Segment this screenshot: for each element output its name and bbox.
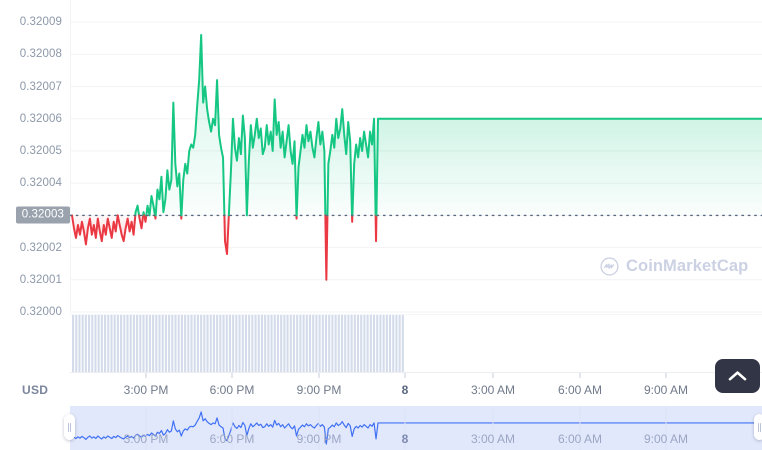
y-axis-tick-label: 0.32001 [19, 273, 62, 286]
price-line-down [116, 214, 137, 243]
y-axis-tick-label: 0.32008 [19, 48, 62, 61]
y-axis-tick-label: 0.32005 [19, 144, 62, 157]
price-line-up [326, 108, 354, 217]
price-chart-svg[interactable] [0, 0, 762, 378]
x-axis-tick-label: 3:00 PM [123, 383, 169, 397]
price-line-up [154, 101, 183, 217]
price-line-up [142, 211, 146, 217]
y-axis-tick-label: 0.32002 [19, 241, 62, 254]
navigator-handle-right[interactable] [754, 414, 762, 440]
price-line-up [351, 117, 377, 217]
y-axis-tick-label: 0.32009 [19, 16, 62, 29]
price-line-down [374, 214, 378, 243]
currency-label: USD [22, 383, 49, 397]
price-area-up [155, 102, 182, 216]
price-line-down [324, 214, 329, 281]
x-axis-tick-label: 3:00 AM [470, 383, 516, 397]
navigator-x-tick-label: 6:00 PM [209, 432, 255, 446]
current-price-badge: 0.32003 [15, 206, 70, 224]
price-area-up [181, 34, 225, 216]
navigator-x-tick-label: 9:00 PM [296, 432, 342, 446]
volume-bars [72, 315, 404, 372]
price-line-down [223, 214, 230, 256]
navigator-handle-left[interactable] [64, 414, 75, 440]
x-axis: USD 3:00 PM 6:00 PM 9:00 PM 8 3:00 AM 6:00 AM… [0, 378, 762, 406]
price-line-up [227, 98, 298, 217]
price-line-down [153, 214, 157, 220]
price-line-up [295, 120, 327, 217]
x-axis-tick-label: 9:00 AM [643, 383, 689, 397]
price-line-down [71, 214, 119, 246]
navigator-selection[interactable] [70, 406, 762, 450]
price-line-up [134, 204, 141, 217]
y-axis-tick-label: 0.32004 [19, 177, 62, 190]
price-line-down [143, 214, 148, 223]
y-axis: 0.32009 0.32008 0.32007 0.32006 0.32005 0.320… [0, 0, 70, 378]
navigator-x-tick-label: 8 [401, 432, 409, 446]
scroll-to-top-button[interactable] [715, 359, 760, 393]
y-axis-tick-label: 0.32006 [19, 112, 62, 125]
y-axis-tick-label: 0.32007 [19, 80, 62, 93]
x-axis-tick-label: 9:00 PM [296, 383, 342, 397]
navigator-x-tick-label: 3:00 PM [123, 432, 169, 446]
price-chart-plot[interactable]: 0.32009 0.32008 0.32007 0.32006 0.32005 0.320… [0, 0, 762, 378]
forecast-area [380, 118, 762, 216]
x-axis-tick-label: 6:00 AM [557, 383, 603, 397]
price-area-up [327, 109, 353, 216]
y-axis-tick-label: 0.32000 [19, 306, 62, 318]
chevron-up-icon [728, 371, 747, 381]
chart-range-navigator[interactable]: 3:00 PM 6:00 PM 9:00 PM 8 3:00 AM 6:00 AM 9:00… [0, 406, 762, 450]
navigator-line [71, 411, 762, 445]
price-line-up [375, 117, 381, 217]
x-axis-tick-label: 8 [401, 383, 409, 397]
navigator-sparkline [71, 406, 762, 450]
price-line-down [138, 214, 145, 230]
navigator-x-tick-label: 3:00 AM [470, 432, 516, 446]
price-line-up [145, 195, 156, 217]
navigator-x-tick-label: 6:00 AM [557, 432, 603, 446]
price-line-up [180, 33, 226, 217]
x-axis-tick-label: 6:00 PM [209, 383, 255, 397]
navigator-x-tick-label: 9:00 AM [643, 432, 689, 446]
price-area-up [228, 99, 297, 216]
